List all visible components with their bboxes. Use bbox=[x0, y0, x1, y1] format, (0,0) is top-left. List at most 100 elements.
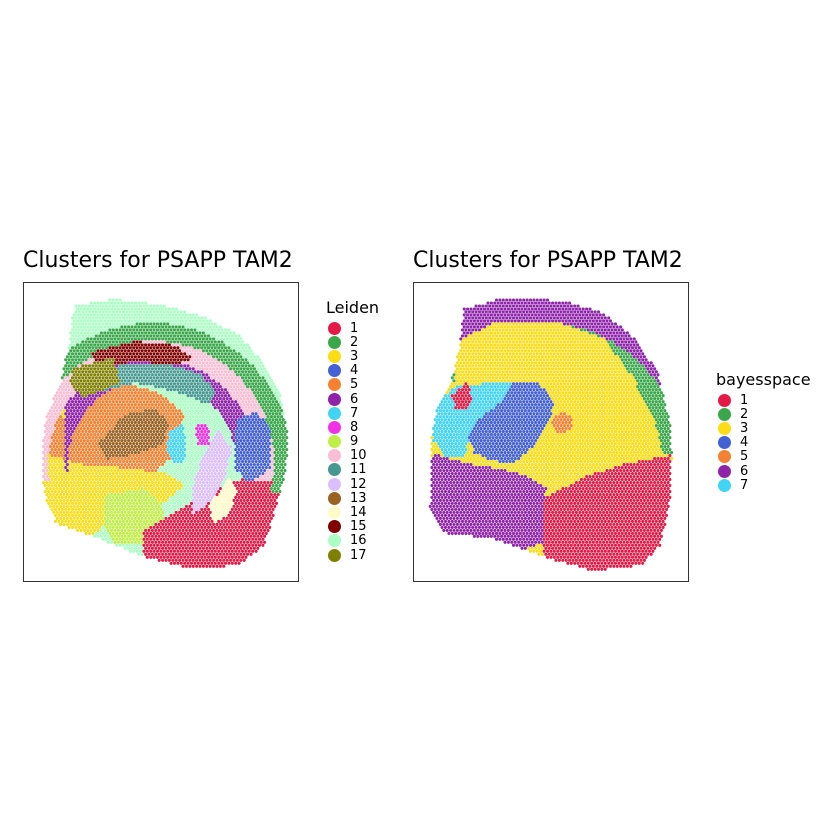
leiden-spot bbox=[169, 424, 173, 428]
leiden-spot bbox=[94, 400, 98, 404]
leiden-spot bbox=[252, 522, 256, 526]
leiden-spot bbox=[186, 531, 190, 535]
leiden-spot bbox=[94, 495, 98, 499]
leiden-spot bbox=[254, 448, 258, 452]
leiden-spot bbox=[77, 430, 81, 434]
leiden-spot bbox=[218, 522, 222, 526]
leiden-spot bbox=[103, 373, 107, 377]
leiden-spot bbox=[222, 367, 226, 371]
leiden-spot bbox=[251, 394, 255, 398]
leiden-spot bbox=[244, 495, 248, 499]
leiden-spot bbox=[111, 430, 115, 434]
leiden-spot bbox=[106, 528, 110, 532]
leiden-spot bbox=[256, 355, 260, 359]
leiden-spot bbox=[133, 546, 137, 550]
leiden-spot bbox=[115, 376, 119, 380]
leiden-spot bbox=[59, 409, 63, 413]
leiden-spot bbox=[189, 430, 194, 434]
leiden-spot bbox=[227, 376, 231, 380]
leiden-spot bbox=[223, 531, 228, 535]
leiden-spot bbox=[249, 445, 253, 449]
leiden-spot bbox=[176, 507, 180, 511]
leiden-spot bbox=[106, 457, 110, 461]
leiden-spot bbox=[135, 459, 139, 464]
leiden-spot bbox=[251, 412, 255, 416]
leiden-spot bbox=[72, 355, 76, 359]
leiden-spot bbox=[118, 358, 122, 362]
leiden-spot bbox=[62, 385, 66, 389]
leiden-spot bbox=[186, 364, 190, 368]
leiden-spot bbox=[155, 436, 160, 440]
leiden-spot bbox=[184, 349, 188, 353]
leiden-spot bbox=[247, 537, 251, 541]
leiden-spot bbox=[86, 343, 90, 347]
leiden-spot bbox=[86, 337, 90, 341]
leiden-spot bbox=[154, 361, 158, 365]
leiden-spot bbox=[252, 355, 256, 359]
leiden-spot bbox=[70, 400, 75, 404]
leiden-spot bbox=[113, 325, 117, 329]
leiden-spot bbox=[227, 507, 231, 511]
leiden-spot bbox=[76, 337, 80, 341]
leiden-spot bbox=[191, 427, 195, 431]
leiden-spot bbox=[147, 409, 151, 413]
leiden-spot bbox=[106, 492, 110, 497]
leiden-spot bbox=[140, 331, 144, 335]
leiden-spot bbox=[251, 388, 255, 392]
leiden-spot bbox=[69, 451, 73, 455]
leiden-spot bbox=[242, 504, 246, 508]
leiden-spot bbox=[206, 495, 211, 499]
leiden-spot bbox=[130, 516, 134, 520]
leiden-spot bbox=[249, 510, 253, 514]
leiden-spot bbox=[138, 477, 143, 482]
leiden-spot bbox=[47, 489, 51, 494]
leiden-spot bbox=[217, 358, 221, 362]
leiden-spot bbox=[261, 465, 265, 470]
leiden-spot bbox=[242, 409, 246, 413]
leiden-spot bbox=[144, 409, 148, 413]
leiden-spot bbox=[213, 352, 217, 356]
leiden-spot bbox=[280, 480, 284, 485]
leiden-spot bbox=[244, 448, 248, 452]
leiden-spot bbox=[116, 349, 120, 353]
leiden-spot bbox=[217, 406, 221, 410]
leiden-spot bbox=[93, 433, 97, 437]
leiden-spot bbox=[171, 385, 175, 389]
leiden-spot bbox=[101, 459, 105, 464]
leiden-spot bbox=[212, 409, 216, 413]
leiden-spot bbox=[172, 364, 177, 368]
leiden-spot bbox=[235, 379, 239, 383]
leiden-spot bbox=[188, 349, 192, 353]
leiden-spot bbox=[217, 471, 221, 476]
leiden-spot bbox=[138, 370, 143, 374]
leiden-spot bbox=[171, 498, 175, 502]
leiden-spot bbox=[249, 433, 253, 437]
leiden-spot bbox=[147, 403, 151, 407]
leiden-spot bbox=[195, 540, 199, 544]
leiden-spot bbox=[145, 310, 149, 314]
leiden-spot bbox=[76, 409, 80, 413]
leiden-spot bbox=[101, 364, 105, 368]
leiden-spot bbox=[206, 358, 211, 362]
leiden-spot bbox=[208, 355, 212, 359]
leiden-spot bbox=[89, 516, 93, 520]
leiden-spot bbox=[193, 358, 197, 362]
leiden-spot bbox=[210, 394, 214, 398]
leiden-spot bbox=[101, 442, 105, 446]
leiden-spot bbox=[161, 486, 165, 491]
leiden-spot bbox=[159, 304, 163, 308]
leiden-spot bbox=[203, 519, 207, 523]
leiden-spot bbox=[213, 328, 217, 332]
leiden-spot bbox=[116, 319, 120, 323]
leiden-spot bbox=[87, 346, 92, 350]
leiden-spot bbox=[69, 468, 73, 473]
leiden-spot bbox=[138, 501, 143, 505]
leiden-spot bbox=[138, 442, 143, 446]
leiden-spot bbox=[215, 409, 219, 413]
leiden-spot bbox=[110, 468, 114, 473]
leiden-spot bbox=[62, 504, 66, 508]
leiden-spot bbox=[87, 489, 92, 494]
leiden-spot bbox=[140, 361, 144, 365]
leiden-spot bbox=[82, 385, 86, 389]
leiden-spot bbox=[53, 501, 58, 505]
